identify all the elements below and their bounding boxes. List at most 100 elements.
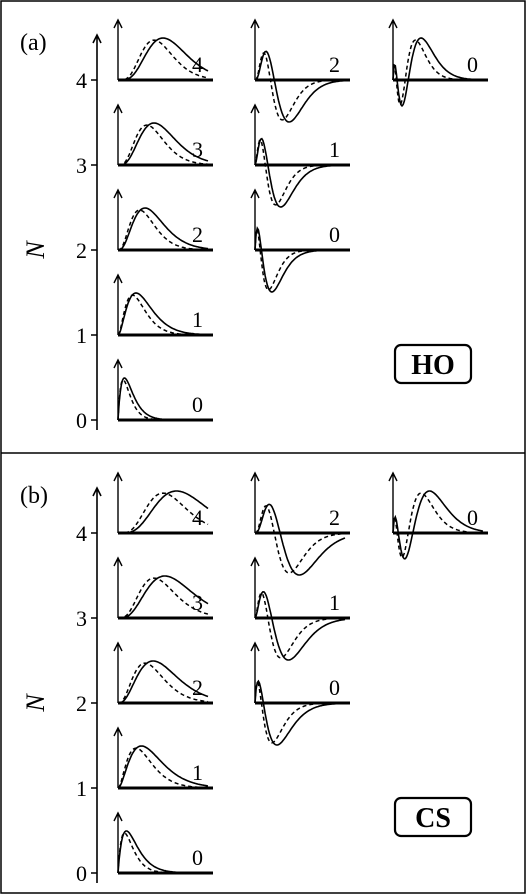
solid-curve <box>392 490 484 560</box>
badge-frame <box>393 796 473 838</box>
wavefunction-plot: 0 <box>250 641 350 746</box>
y-axis-title: N <box>21 693 50 713</box>
dashed-curve <box>254 226 345 291</box>
dashed-curve <box>254 139 345 206</box>
wavefunction-plot: 0 <box>250 188 350 293</box>
wavefunction-plot: 4 <box>113 18 213 82</box>
wavefunction-plot: 2 <box>250 18 350 123</box>
y-tick-label: 3 <box>76 153 87 178</box>
wavefunction-plot: 3 <box>113 556 213 620</box>
plot-arrow <box>113 641 123 703</box>
solid-curve <box>118 660 209 704</box>
solid-curve <box>254 137 346 208</box>
y-tick-label: 3 <box>76 606 87 631</box>
wavefunction-plot: 2 <box>113 641 213 705</box>
plot-arrow <box>113 103 123 165</box>
solid-curve <box>118 122 209 166</box>
y-axis-title: N <box>21 240 50 260</box>
solid-curve <box>117 377 208 421</box>
plot-arrow <box>388 471 398 533</box>
solid-curve <box>254 50 346 123</box>
curve-label: 3 <box>192 137 203 162</box>
solid-curve <box>117 207 209 251</box>
wavefunction-plot: 1 <box>250 556 350 661</box>
y-tick-label: 0 <box>76 408 87 433</box>
plot-arrow <box>250 103 260 165</box>
y-tick-label: 4 <box>76 521 87 546</box>
dashed-curve <box>117 832 208 874</box>
solid-curve <box>254 226 345 293</box>
wavefunction-plot: 1 <box>113 273 213 337</box>
dashed-curve <box>117 747 209 789</box>
wavefunction-plot: 1 <box>113 726 213 790</box>
curve-label: 1 <box>329 137 340 162</box>
y-tick-label: 2 <box>76 238 87 263</box>
plot-arrow <box>113 556 123 618</box>
curve-label: 1 <box>192 307 203 332</box>
solid-curve <box>392 37 483 108</box>
dashed-curve <box>118 492 209 534</box>
wavefunction-plot: 3 <box>113 103 213 167</box>
method-badge: CS <box>393 796 473 838</box>
solid-curve <box>117 830 208 874</box>
curve-label: 2 <box>192 675 203 700</box>
badge-frame <box>393 343 473 385</box>
plot-arrow <box>113 188 123 250</box>
y-tick-label: 1 <box>76 776 87 801</box>
dashed-curve <box>392 39 483 106</box>
y-tick-label: 0 <box>76 861 87 886</box>
solid-curve <box>118 575 209 619</box>
panel-label: (a) <box>20 30 47 56</box>
y-tick-label: 4 <box>76 68 87 93</box>
solid-curve <box>254 679 345 746</box>
solid-curve <box>254 590 346 661</box>
y-tick-label: 1 <box>76 323 87 348</box>
solid-curve <box>254 503 346 576</box>
curve-label: 2 <box>192 222 203 247</box>
curve-label: 3 <box>192 590 203 615</box>
wavefunction-plot: 0 <box>388 18 488 108</box>
plot-arrow <box>113 726 123 788</box>
wavefunction-plot: 4 <box>113 471 213 535</box>
wavefunction-plot: 0 <box>113 811 213 875</box>
curve-label: 0 <box>192 845 203 870</box>
plot-arrow <box>250 18 260 80</box>
curve-label: 0 <box>329 222 340 247</box>
wavefunction-plot: 1 <box>250 103 350 208</box>
dashed-curve <box>117 209 208 251</box>
wavefunction-plot: 0 <box>388 471 488 560</box>
panel-a: (a) 0 1 2 3 4 N 0 1 2 3 4 0 1 2 0 HO <box>20 18 488 433</box>
wavefunction-plot: 0 <box>113 358 213 422</box>
curve-label: 0 <box>467 505 478 530</box>
badge-label: CS <box>415 803 451 834</box>
panel-b: (b) 0 1 2 3 4 N 0 1 2 3 4 0 1 2 0 CS <box>20 471 488 886</box>
panels: (a) 0 1 2 3 4 N 0 1 2 3 4 0 1 2 0 HO (b) 0 1 2 3 4 N 0 1 2 3 4 0 1 2 0 CS <box>20 18 488 886</box>
dashed-curve <box>118 577 209 619</box>
dashed-curve <box>117 662 209 704</box>
method-badge: HO <box>393 343 473 385</box>
y-axis <box>92 486 102 883</box>
curve-label: 2 <box>329 505 340 530</box>
plot-arrow <box>250 471 260 533</box>
solid-curve <box>118 37 209 81</box>
wavefunction-plot: 2 <box>113 188 213 252</box>
curve-label: 0 <box>329 675 340 700</box>
wavefunction-plot: 2 <box>250 471 350 576</box>
dashed-curve <box>254 592 346 659</box>
curve-label: 4 <box>192 52 203 77</box>
solid-curve <box>118 490 209 534</box>
curve-label: 0 <box>467 52 478 77</box>
y-tick-label: 2 <box>76 691 87 716</box>
plot-arrow <box>113 471 123 533</box>
curve-label: 4 <box>192 505 203 530</box>
curve-label: 0 <box>192 392 203 417</box>
curve-label: 1 <box>192 760 203 785</box>
plot-arrow <box>250 556 260 618</box>
plot-arrow <box>113 273 123 335</box>
solid-curve <box>117 292 208 336</box>
panel-label: (b) <box>20 483 48 509</box>
dashed-curve <box>392 492 483 559</box>
curve-label: 2 <box>329 52 340 77</box>
